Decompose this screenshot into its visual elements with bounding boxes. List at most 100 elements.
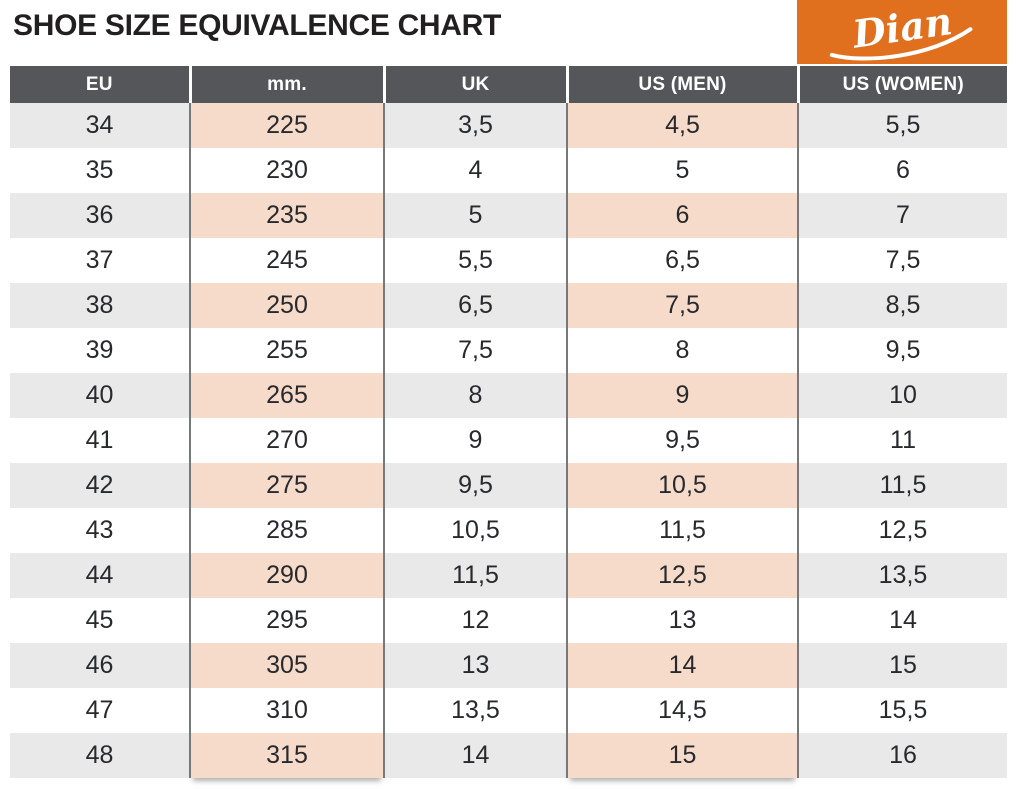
page-title: SHOE SIZE EQUIVALENCE CHART — [13, 9, 502, 42]
cell-mm: 275 — [189, 463, 385, 508]
table-row: 35 230 4 5 6 — [10, 148, 1007, 193]
cell-mm: 245 — [189, 238, 385, 283]
size-table-body: 34 225 3,5 4,5 5,5 35 230 4 5 6 36 235 5 6 7 37 245 5,5 6,… — [10, 103, 1007, 778]
cell-us-women: 11,5 — [798, 463, 1007, 508]
cell-us-women: 12,5 — [798, 508, 1007, 553]
table-row: 39 255 7,5 8 9,5 — [10, 328, 1007, 373]
table-header: EU mm. UK US (MEN) US (WOMEN) — [10, 66, 1007, 103]
cell-eu: 39 — [10, 328, 190, 373]
table-row: 47 310 13,5 14,5 15,5 — [10, 688, 1007, 733]
cell-eu: 41 — [10, 418, 190, 463]
cell-us-men: 7,5 — [566, 283, 799, 328]
cell-uk: 13 — [384, 643, 567, 688]
cell-mm: 290 — [189, 553, 385, 598]
cell-us-women: 10 — [798, 373, 1007, 418]
cell-us-men: 9,5 — [566, 418, 799, 463]
cell-us-women: 5,5 — [798, 103, 1007, 148]
column-header-mm: mm. — [188, 66, 384, 103]
cell-eu: 45 — [10, 598, 190, 643]
table-row: 43 285 10,5 11,5 12,5 — [10, 508, 1007, 553]
cell-us-men: 6 — [566, 193, 799, 238]
cell-uk: 5,5 — [384, 238, 567, 283]
cell-us-men: 13 — [566, 598, 799, 643]
table-row: 44 290 11,5 12,5 13,5 — [10, 553, 1007, 598]
cell-mm: 235 — [189, 193, 385, 238]
cell-us-men: 6,5 — [566, 238, 799, 283]
brand-logo: Dian — [797, 0, 1007, 64]
table-row: 48 315 14 15 16 — [10, 733, 1007, 778]
cell-eu: 37 — [10, 238, 190, 283]
brand-logo-graphic: Dian — [829, 0, 973, 61]
cell-eu: 43 — [10, 508, 190, 553]
table-row: 37 245 5,5 6,5 7,5 — [10, 238, 1007, 283]
cell-us-women: 6 — [798, 148, 1007, 193]
cell-us-men: 9 — [566, 373, 799, 418]
cell-uk: 9 — [384, 418, 567, 463]
cell-mm: 315 — [189, 733, 385, 778]
cell-eu: 42 — [10, 463, 190, 508]
cell-us-men: 5 — [566, 148, 799, 193]
cell-eu: 44 — [10, 553, 190, 598]
cell-mm: 270 — [189, 418, 385, 463]
table-row: 42 275 9,5 10,5 11,5 — [10, 463, 1007, 508]
table-row: 41 270 9 9,5 11 — [10, 418, 1007, 463]
cell-us-women: 8,5 — [798, 283, 1007, 328]
cell-eu: 35 — [10, 148, 190, 193]
cell-us-women: 15 — [798, 643, 1007, 688]
cell-eu: 34 — [10, 103, 190, 148]
cell-uk: 8 — [384, 373, 567, 418]
cell-us-men: 14 — [566, 643, 799, 688]
table-row: 38 250 6,5 7,5 8,5 — [10, 283, 1007, 328]
cell-uk: 3,5 — [384, 103, 567, 148]
cell-us-men: 4,5 — [566, 103, 799, 148]
column-header-uk: UK — [382, 66, 567, 103]
cell-mm: 230 — [189, 148, 385, 193]
cell-us-men: 8 — [566, 328, 799, 373]
cell-uk: 9,5 — [384, 463, 567, 508]
cell-us-men: 15 — [566, 733, 799, 778]
table-row: 36 235 5 6 7 — [10, 193, 1007, 238]
cell-mm: 310 — [189, 688, 385, 733]
cell-uk: 11,5 — [384, 553, 567, 598]
cell-mm: 305 — [189, 643, 385, 688]
cell-us-women: 11 — [798, 418, 1007, 463]
table-row: 46 305 13 14 15 — [10, 643, 1007, 688]
brand-underline-swash — [829, 27, 973, 61]
cell-eu: 38 — [10, 283, 190, 328]
cell-eu: 46 — [10, 643, 190, 688]
cell-uk: 14 — [384, 733, 567, 778]
size-equivalence-table: EU mm. UK US (MEN) US (WOMEN) 34 225 3,5 4,… — [10, 66, 1007, 778]
cell-eu: 47 — [10, 688, 190, 733]
cell-mm: 255 — [189, 328, 385, 373]
header-row: EU mm. UK US (MEN) US (WOMEN) — [10, 66, 1007, 103]
cell-mm: 225 — [189, 103, 385, 148]
cell-mm: 265 — [189, 373, 385, 418]
cell-us-women: 9,5 — [798, 328, 1007, 373]
cell-uk: 4 — [384, 148, 567, 193]
cell-us-women: 7 — [798, 193, 1007, 238]
column-header-us-men: US (MEN) — [565, 66, 798, 103]
cell-us-women: 7,5 — [798, 238, 1007, 283]
table-row: 45 295 12 13 14 — [10, 598, 1007, 643]
cell-uk: 5 — [384, 193, 567, 238]
cell-uk: 10,5 — [384, 508, 567, 553]
cell-mm: 295 — [189, 598, 385, 643]
cell-us-men: 10,5 — [566, 463, 799, 508]
column-header-eu: EU — [10, 66, 190, 103]
cell-uk: 7,5 — [384, 328, 567, 373]
table-row: 34 225 3,5 4,5 5,5 — [10, 103, 1007, 148]
cell-mm: 250 — [189, 283, 385, 328]
cell-mm: 285 — [189, 508, 385, 553]
cell-us-women: 14 — [798, 598, 1007, 643]
cell-uk: 12 — [384, 598, 567, 643]
cell-eu: 36 — [10, 193, 190, 238]
cell-us-women: 15,5 — [798, 688, 1007, 733]
cell-uk: 6,5 — [384, 283, 567, 328]
cell-eu: 48 — [10, 733, 190, 778]
cell-us-women: 16 — [798, 733, 1007, 778]
cell-us-women: 13,5 — [798, 553, 1007, 598]
table-row: 40 265 8 9 10 — [10, 373, 1007, 418]
cell-us-men: 14,5 — [566, 688, 799, 733]
cell-eu: 40 — [10, 373, 190, 418]
